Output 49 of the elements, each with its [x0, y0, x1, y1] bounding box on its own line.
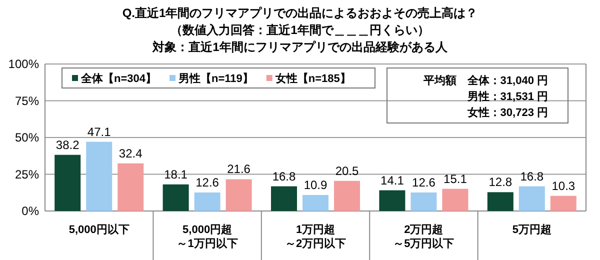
bar: [379, 190, 406, 211]
legend-label: 全体【n=304】: [80, 72, 156, 85]
data-label: 38.2: [56, 138, 80, 152]
data-label: 10.3: [552, 178, 576, 193]
text: 対象：直近1年間にフリマアプリでの出品経験がある人: [152, 40, 448, 54]
data-label: 12.6: [196, 175, 220, 190]
bar: [334, 180, 360, 211]
data-label: 12.8: [488, 175, 512, 190]
bar: [550, 196, 576, 211]
y-tick-label: 50%: [14, 130, 40, 144]
bar: [302, 194, 328, 211]
data-label: 18.1: [164, 167, 188, 182]
legend-label: 女性【n=185】: [274, 72, 351, 85]
y-tick-label: 0%: [22, 204, 40, 218]
x-tick-label: 1万円超～2万円以下: [284, 223, 346, 250]
x-tick-label: 5,000円超～1万円以下: [176, 223, 238, 250]
data-label: 16.8: [520, 169, 544, 184]
x-tick-label: 5万円超: [512, 223, 552, 236]
data-label: 16.8: [272, 169, 296, 184]
bar: [442, 188, 468, 211]
bar: [226, 179, 252, 211]
chart-subtitle: （数値入力回答：直近1年間で＿＿＿円くらい）: [170, 23, 430, 37]
data-label: 14.1: [380, 173, 404, 188]
chart-title: Q.直近1年間のフリマアプリでの出品によるおおよその売上高は？: [122, 6, 478, 20]
data-label: 15.1: [444, 172, 468, 186]
bar: [54, 154, 81, 211]
data-label: 21.6: [227, 162, 251, 176]
x-tick-label: 2万円超～5万円以下: [393, 223, 454, 250]
bar: [162, 184, 189, 211]
bar: [518, 186, 545, 211]
y-tick-label: 100%: [8, 57, 40, 71]
bar: [118, 163, 144, 211]
x-tick-label: 5,000円以下: [68, 223, 130, 236]
data-label: 12.6: [412, 175, 436, 190]
data-label: 47.1: [87, 124, 112, 139]
data-label: 10.9: [304, 178, 328, 192]
annotation: 女性：30,723 円: [466, 106, 548, 119]
y-tick-label: 75%: [14, 94, 40, 108]
legend-label: 男性【n=119】: [178, 72, 254, 85]
bar: [86, 142, 112, 211]
y-tick-label: 25%: [14, 167, 40, 182]
bar: [410, 192, 437, 211]
data-label: 20.5: [335, 164, 359, 178]
annotation: 男性：31,531 円: [466, 90, 548, 103]
data-label: 32.4: [118, 146, 143, 160]
bar: [271, 186, 297, 211]
annotation: 平均額 全体：31,040 円: [422, 74, 548, 87]
bar: [487, 192, 514, 211]
bar: [194, 192, 220, 211]
